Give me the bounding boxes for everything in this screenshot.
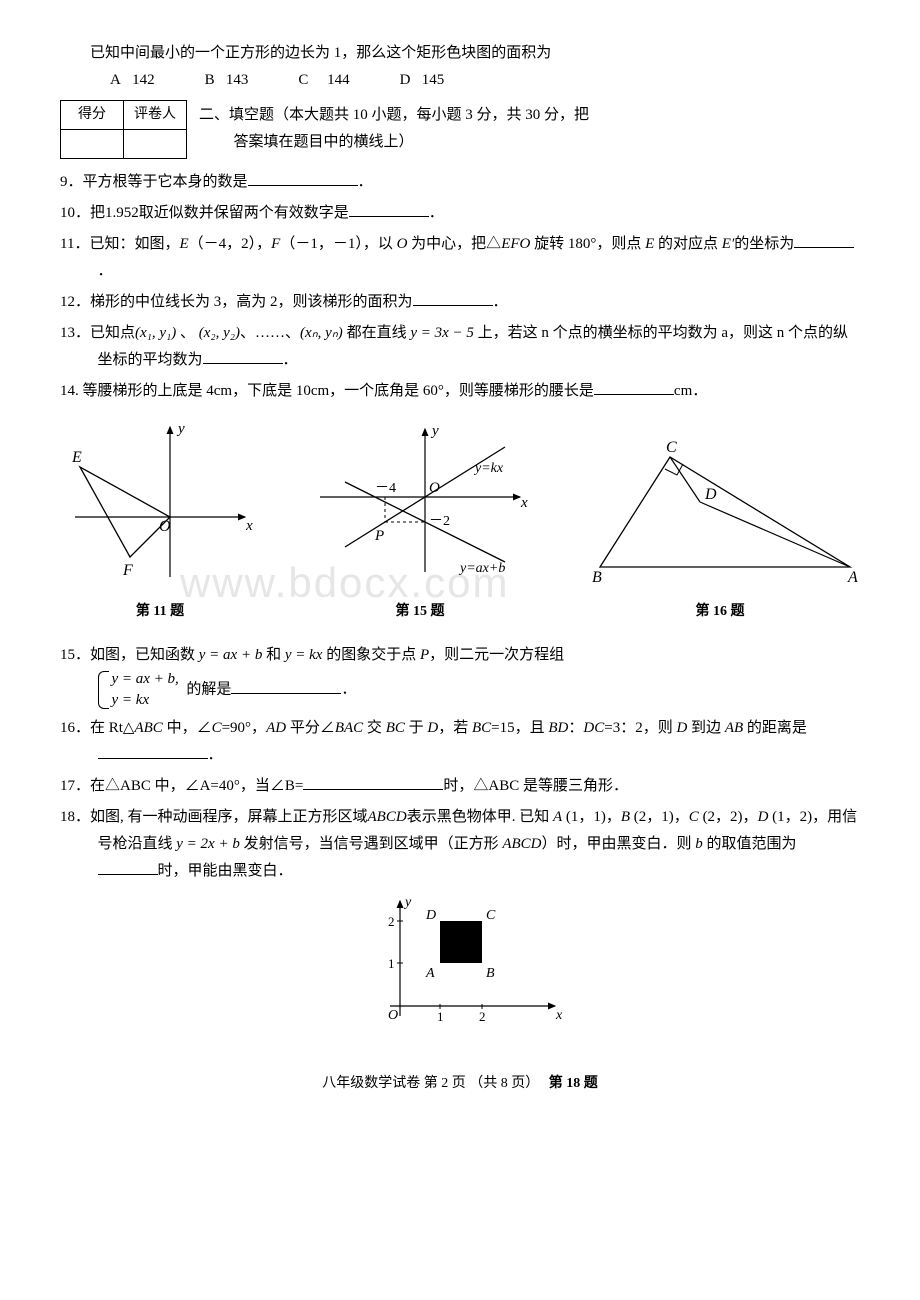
fig18-tick2x: 2 xyxy=(479,1009,486,1024)
fig11-caption: 第 11 题 xyxy=(60,599,260,624)
fig16-A: A xyxy=(847,569,858,586)
choice-d: D 145 xyxy=(400,67,445,94)
figure-15-svg: －4 －2 P O x y y=kx y=ax+b xyxy=(305,417,535,587)
fig11-x: x xyxy=(245,518,253,534)
question-9: 9．平方根等于它本身的数是． xyxy=(60,169,860,196)
fig15-yaxb: y=ax+b xyxy=(458,561,505,576)
fig18-A: A xyxy=(425,966,435,981)
blank-18[interactable] xyxy=(98,859,158,875)
choice-a: A 142 xyxy=(110,67,155,94)
fig16-C: C xyxy=(666,439,677,456)
fig16-D: D xyxy=(704,486,717,503)
question-13: 13．已知点(x₁, y₁) 、 (x₂, y₂)、……、(xₙ, yₙ) 都在… xyxy=(60,320,860,374)
blank-15[interactable] xyxy=(231,678,341,694)
fig11-F: F xyxy=(122,562,133,579)
question-17: 17．在△ABC 中，∠A=40°，当∠B=时，△ABC 是等腰三角形． xyxy=(60,773,860,800)
fig11-E: E xyxy=(71,449,82,466)
score-header-1: 得分 xyxy=(61,101,124,130)
choice-row: A 142 B 143 C 144 D 145 xyxy=(60,67,860,94)
fig18-B: B xyxy=(486,966,495,981)
fig18-D: D xyxy=(425,908,436,923)
question-15: 15．如图，已知函数 y = ax + b 和 y = kx 的图象交于点 P，… xyxy=(60,642,860,711)
figures-row: E F O x y 第 11 题 －4 －2 P xyxy=(60,417,860,624)
fig18-tick1x: 1 xyxy=(437,1009,444,1024)
figure-11-svg: E F O x y xyxy=(60,417,260,587)
fig16-B: B xyxy=(592,569,602,586)
fig18-square xyxy=(440,921,482,963)
blank-10[interactable] xyxy=(349,201,429,217)
fig15-y: y xyxy=(430,423,439,439)
blank-11[interactable] xyxy=(794,232,854,248)
figure-16-svg: C D B A xyxy=(580,437,860,587)
section-header: 得分 评卷人 二、填空题（本大题共 10 小题，每小题 3 分，共 30 分，把… xyxy=(60,100,860,159)
fig15-P: P xyxy=(374,528,384,544)
fig18-C: C xyxy=(486,908,496,923)
question-14: 14. 等腰梯形的上底是 4cm，下底是 10cm，一个底角是 60°，则等腰梯… xyxy=(60,378,860,405)
blank-14[interactable] xyxy=(594,379,674,395)
fig11-O: O xyxy=(159,518,171,535)
fig15-neg4: －4 xyxy=(375,481,396,496)
blank-9[interactable] xyxy=(248,170,358,186)
figure-16: C D B A 第 16 题 xyxy=(580,437,860,624)
fig15-O: O xyxy=(429,480,440,496)
figure-11: E F O x y 第 11 题 xyxy=(60,417,260,624)
blank-13[interactable] xyxy=(203,348,283,364)
blank-12[interactable] xyxy=(413,290,493,306)
fig18-y: y xyxy=(403,895,412,910)
figure-15: －4 －2 P O x y y=kx y=ax+b 第 15 题 xyxy=(305,417,535,624)
blank-17[interactable] xyxy=(303,774,443,790)
fig16-caption: 第 16 题 xyxy=(580,599,860,624)
fig15-neg2: －2 xyxy=(429,514,450,529)
score-cell-2 xyxy=(124,130,187,159)
fig18-tick2y: 2 xyxy=(388,914,395,929)
fig11-y: y xyxy=(176,421,185,437)
page-footer: 八年级数学试卷 第 2 页 （共 8 页） 第 18 题 xyxy=(60,1071,860,1096)
choice-c: C 144 xyxy=(298,67,349,94)
fig15-x: x xyxy=(520,495,528,511)
fig18-O: O xyxy=(388,1008,398,1023)
fig18-x: x xyxy=(555,1008,563,1023)
question-16: 16．在 Rt△ABC 中，∠C=90°，AD 平分∠BAC 交 BC 于 D，… xyxy=(60,715,860,769)
fig15-caption: 第 15 题 xyxy=(305,599,535,624)
question-10: 10．把1.952取近似数并保留两个有效数字是． xyxy=(60,200,860,227)
intro-text: 已知中间最小的一个正方形的边长为 1，那么这个矩形色块图的面积为 xyxy=(60,40,860,67)
equation-brace: y = ax + b, y = kx xyxy=(98,669,179,711)
figure-18-svg: O x y 1 2 1 2 A B C D xyxy=(350,891,570,1031)
choice-b: B 143 xyxy=(205,67,249,94)
question-18: 18．如图, 有一种动画程序，屏幕上正方形区域ABCD表示黑色物体甲. 已知 A… xyxy=(60,804,860,885)
score-header-2: 评卷人 xyxy=(124,101,187,130)
figure-18: O x y 1 2 1 2 A B C D xyxy=(60,891,860,1041)
question-12: 12．梯形的中位线长为 3，高为 2，则该梯形的面积为． xyxy=(60,289,860,316)
question-11: 11．已知：如图，E（－4，2），F（－1，－1），以 O 为中心，把△EFO … xyxy=(60,231,860,285)
score-cell-1 xyxy=(61,130,124,159)
fig18-tick1y: 1 xyxy=(388,956,395,971)
blank-16[interactable] xyxy=(98,743,208,759)
score-table: 得分 评卷人 xyxy=(60,100,187,159)
fig18-caption: 第 18 题 xyxy=(549,1076,598,1091)
fig15-ykx: y=kx xyxy=(473,461,504,476)
